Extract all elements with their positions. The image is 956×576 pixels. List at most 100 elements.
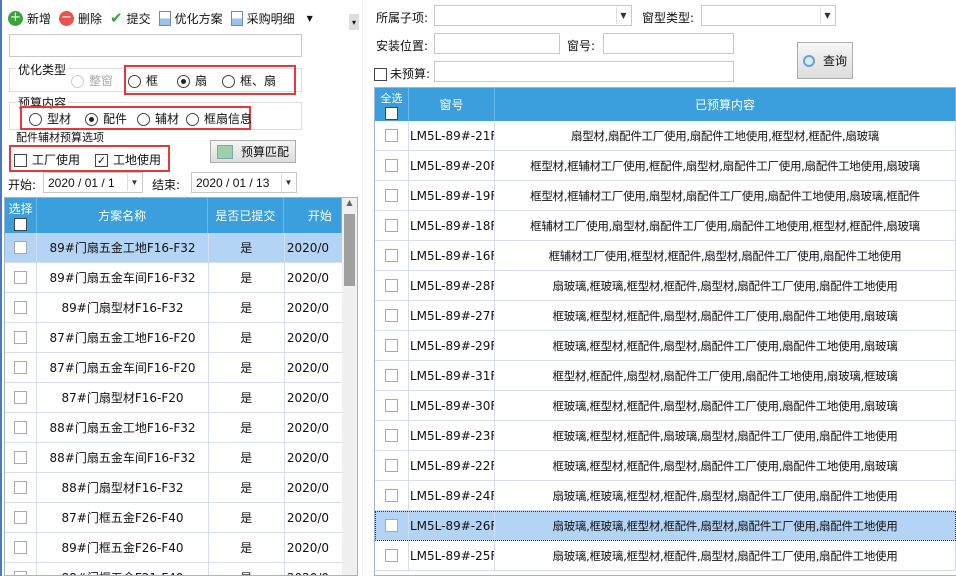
wintype-combo[interactable]: ▼ <box>701 5 836 26</box>
row-checkbox[interactable] <box>385 249 398 262</box>
table-row[interactable]: 88#门框五金F21-F40 是 2020/0 <box>5 563 342 575</box>
table-row[interactable]: LM5L-89#-18F16 框辅材工厂使用,扇型材,扇配件工厂使用,扇配件工地… <box>375 211 956 241</box>
row-checkbox[interactable] <box>385 189 398 202</box>
row-select[interactable] <box>375 331 409 360</box>
table-row[interactable]: LM5L-89#-26F24 扇玻璃,框玻璃,框型材,框配件,扇型材,扇配件工厂… <box>375 511 956 541</box>
table-row[interactable]: 87#门扇五金车间F16-F20 是 2020/0 <box>5 353 342 383</box>
table-row[interactable]: 87#门框五金F26-F40 是 2020/0 <box>5 503 342 533</box>
row-select[interactable] <box>375 481 409 510</box>
col-submitted[interactable]: 是否已提交 <box>208 198 284 233</box>
row-checkbox[interactable] <box>385 309 398 322</box>
row-checkbox[interactable] <box>14 451 28 464</box>
row-checkbox[interactable] <box>385 339 398 352</box>
select-all-checkbox[interactable] <box>385 106 398 120</box>
unbudget-checkbox[interactable]: 未预算: <box>374 65 430 82</box>
add-button[interactable]: + 新增 <box>8 8 51 28</box>
row-checkbox[interactable] <box>385 489 398 502</box>
table-row[interactable]: 88#门扇五金工地F16-F32 是 2020/0 <box>5 413 342 443</box>
table-row[interactable]: LM5L-89#-25F23 扇玻璃,框玻璃,框型材,框配件,扇型材,扇配件工厂… <box>375 541 956 571</box>
row-select[interactable] <box>5 533 38 562</box>
table-row[interactable]: LM5L-89#-28F26 扇玻璃,框玻璃,框型材,框配件,扇型材,扇配件工厂… <box>375 271 956 301</box>
subitem-combo[interactable]: ▼ <box>434 5 632 26</box>
col-name[interactable]: 方案名称 <box>37 198 208 233</box>
row-checkbox[interactable] <box>14 481 28 494</box>
table-row[interactable]: 89#门扇型材F16-F32 是 2020/0 <box>5 293 342 323</box>
radio-whole[interactable]: 整窗 <box>71 72 113 89</box>
row-select[interactable] <box>5 563 38 575</box>
dropdown-arrow-icon[interactable]: ▼ <box>281 174 295 191</box>
scheme-name-input[interactable] <box>9 34 302 57</box>
row-checkbox[interactable] <box>385 159 398 172</box>
table-row[interactable]: 89#门扇五金工地F16-F32 是 2020/0 <box>5 233 342 263</box>
table-row[interactable]: LM5L-89#-16F15 框辅材工厂使用,框型材,框配件,扇型材,扇配件工厂… <box>375 241 956 271</box>
radio-profile[interactable]: 型材 <box>29 110 71 127</box>
row-select[interactable] <box>5 233 38 262</box>
delete-button[interactable]: − 删除 <box>59 8 102 28</box>
row-select[interactable] <box>5 293 38 322</box>
factory-checkbox[interactable]: 工厂使用 <box>14 151 80 168</box>
row-select[interactable] <box>5 503 38 532</box>
table-row[interactable]: 88#门扇型材F16-F32 是 2020/0 <box>5 473 342 503</box>
row-select[interactable] <box>375 511 409 540</box>
table-row[interactable]: LM5L-89#-27F25 框玻璃,框型材,框配件,扇型材,扇配件工厂使用,扇… <box>375 301 956 331</box>
splitter[interactable] <box>362 0 368 576</box>
row-checkbox[interactable] <box>385 429 398 442</box>
table-row[interactable]: 88#门扇五金车间F16-F32 是 2020/0 <box>5 443 342 473</box>
select-all-checkbox[interactable] <box>14 218 28 231</box>
start-date-picker[interactable]: 2020 / 01 / 1 ▼ <box>43 172 143 193</box>
radio-sash[interactable]: 扇 <box>177 72 207 89</box>
table-row[interactable]: LM5L-89#-21F19 扇型材,扇配件工厂使用,扇配件工地使用,框型材,框… <box>375 121 956 151</box>
winno-input[interactable] <box>603 33 734 54</box>
row-select[interactable] <box>375 241 409 270</box>
row-checkbox[interactable] <box>14 391 28 404</box>
row-select[interactable] <box>375 121 409 150</box>
table-row[interactable]: 89#门框五金F26-F40 是 2020/0 <box>5 533 342 563</box>
table-row[interactable]: LM5L-89#-20F18 框型材,框辅材工厂使用,框配件,扇型材,扇配件工厂… <box>375 151 956 181</box>
row-select[interactable] <box>375 301 409 330</box>
row-select[interactable] <box>375 211 409 240</box>
row-select[interactable] <box>5 413 38 442</box>
col-content[interactable]: 已预算内容 <box>495 88 956 121</box>
row-select[interactable] <box>5 353 38 382</box>
radio-fitting[interactable]: 配件 <box>85 110 127 127</box>
row-checkbox[interactable] <box>14 361 28 374</box>
row-checkbox[interactable] <box>14 301 28 314</box>
radio-frame[interactable]: 框 <box>128 72 158 89</box>
optimize-button[interactable]: 优化方案 <box>158 8 223 28</box>
vertical-scrollbar[interactable]: ▲ <box>342 198 357 575</box>
row-checkbox[interactable] <box>14 241 28 254</box>
row-checkbox[interactable] <box>14 421 28 434</box>
table-row[interactable]: 87#门扇型材F16-F20 是 2020/0 <box>5 383 342 413</box>
row-checkbox[interactable] <box>385 519 398 532</box>
row-checkbox[interactable] <box>14 511 28 524</box>
dropdown-arrow-icon[interactable]: ▼ <box>820 7 834 24</box>
radio-frame-info[interactable]: 框扇信息 <box>186 110 252 127</box>
row-select[interactable] <box>5 383 38 412</box>
row-select[interactable] <box>375 361 409 390</box>
row-select[interactable] <box>5 443 38 472</box>
row-checkbox[interactable] <box>385 549 398 562</box>
submit-button[interactable]: ✔ 提交 <box>110 8 151 28</box>
row-select[interactable] <box>375 271 409 300</box>
table-row[interactable]: LM5L-89#-24F22 扇玻璃,框玻璃,框型材,框配件,扇型材,扇配件工厂… <box>375 481 956 511</box>
row-checkbox[interactable] <box>385 399 398 412</box>
col-start[interactable]: 开始 <box>284 198 342 233</box>
purchase-button[interactable]: 采购明细 ▼ <box>230 8 313 28</box>
row-select[interactable] <box>5 263 38 292</box>
table-row[interactable]: LM5L-89#-19F17 框型材,框辅材工厂使用,扇型材,扇配件工厂使用,扇… <box>375 181 956 211</box>
row-checkbox[interactable] <box>14 571 28 575</box>
row-select[interactable] <box>375 541 409 570</box>
table-row[interactable]: 87#门扇五金工地F16-F20 是 2020/0 <box>5 323 342 353</box>
row-select[interactable] <box>375 391 409 420</box>
row-select[interactable] <box>5 323 38 352</box>
row-checkbox[interactable] <box>14 541 28 554</box>
dropdown-arrow-icon[interactable]: ▼ <box>616 7 630 24</box>
table-row[interactable]: LM5L-89#-29F27 框玻璃,框型材,框配件,扇型材,扇配件工厂使用,扇… <box>375 331 956 361</box>
dropdown-arrow-icon[interactable]: ▼ <box>127 174 141 191</box>
radio-accessory[interactable]: 辅材 <box>137 110 179 127</box>
budget-match-button[interactable]: 预算匹配 <box>210 140 296 163</box>
row-select[interactable] <box>375 421 409 450</box>
radio-frame-sash[interactable]: 框、扇 <box>222 72 276 89</box>
scroll-up-icon[interactable]: ▲ <box>346 198 353 207</box>
table-row[interactable]: LM5L-89#-22F20 框玻璃,框型材,框配件,扇型材,扇配件工厂使用,扇… <box>375 451 956 481</box>
